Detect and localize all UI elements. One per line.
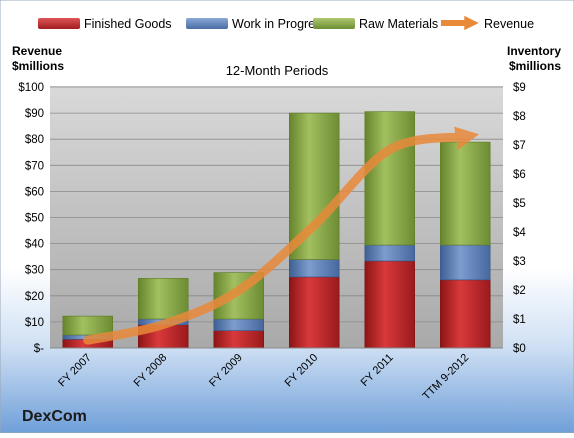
- legend-label-finished-goods: Finished Goods: [84, 17, 172, 31]
- bar-finished-goods: [440, 279, 491, 349]
- right-tick-label: $6: [513, 169, 526, 181]
- left-tick-label: $-: [34, 343, 44, 355]
- bar-finished-goods: [213, 330, 264, 349]
- right-axis-title-line1: Inventory: [507, 44, 561, 58]
- chart-subtitle: 12-Month Periods: [226, 63, 329, 78]
- left-tick-label: $100: [18, 82, 44, 94]
- legend-swatch-finished-goods: [38, 18, 80, 29]
- legend-swatch-raw-materials: [313, 18, 355, 29]
- bar-work-in-progress: [440, 244, 491, 281]
- left-tick-label: $50: [25, 213, 44, 225]
- left-tick-label: $80: [25, 134, 44, 146]
- bar-work-in-progress: [213, 318, 264, 331]
- right-tick-label: $3: [513, 256, 526, 268]
- left-tick-label: $60: [25, 186, 44, 198]
- right-tick-label: $0: [513, 343, 526, 355]
- left-axis-title-line2: $millions: [12, 59, 64, 73]
- bar-work-in-progress: [364, 244, 415, 262]
- left-axis-title-line1: Revenue: [12, 44, 62, 58]
- bar-work-in-progress: [289, 259, 340, 278]
- right-tick-label: $9: [513, 82, 526, 94]
- bar-finished-goods: [289, 276, 340, 349]
- legend-label-work-in-progress: Work in Progress: [232, 17, 328, 31]
- legend-swatch-work-in-progress: [186, 18, 228, 29]
- revenue-arrow: [83, 126, 480, 345]
- company-name: DexCom: [22, 408, 87, 425]
- right-tick-label: $7: [513, 140, 526, 152]
- left-axis-ticks: $- $10 $20 $30 $40 $50 $60 $70 $80 $90 $100: [18, 82, 44, 355]
- plot-area: [50, 86, 503, 348]
- legend: Finished Goods Work in Progress Raw Mate…: [38, 15, 534, 31]
- left-tick-label: $40: [25, 239, 44, 251]
- right-tick-label: $4: [513, 227, 526, 239]
- legend-label-raw-materials: Raw Materials: [359, 17, 438, 31]
- right-axis-ticks: $0 $1 $2 $3 $4 $5 $6 $7 $8 $9: [513, 82, 526, 355]
- left-tick-label: $10: [25, 317, 44, 329]
- right-tick-label: $8: [513, 111, 526, 123]
- left-tick-label: $70: [25, 160, 44, 172]
- left-tick-label: $90: [25, 108, 44, 120]
- left-tick-label: $20: [25, 291, 44, 303]
- bar-raw-materials: [440, 141, 491, 246]
- bar-raw-materials: [62, 315, 113, 336]
- right-tick-label: $2: [513, 285, 526, 297]
- bar-finished-goods: [364, 260, 415, 349]
- bar-raw-materials: [364, 111, 415, 246]
- right-axis-title-line2: $millions: [509, 59, 561, 73]
- right-tick-label: $5: [513, 198, 526, 210]
- right-tick-label: $1: [513, 314, 526, 326]
- left-tick-label: $30: [25, 265, 44, 277]
- legend-label-revenue: Revenue: [484, 17, 534, 31]
- bar-raw-materials: [138, 278, 189, 320]
